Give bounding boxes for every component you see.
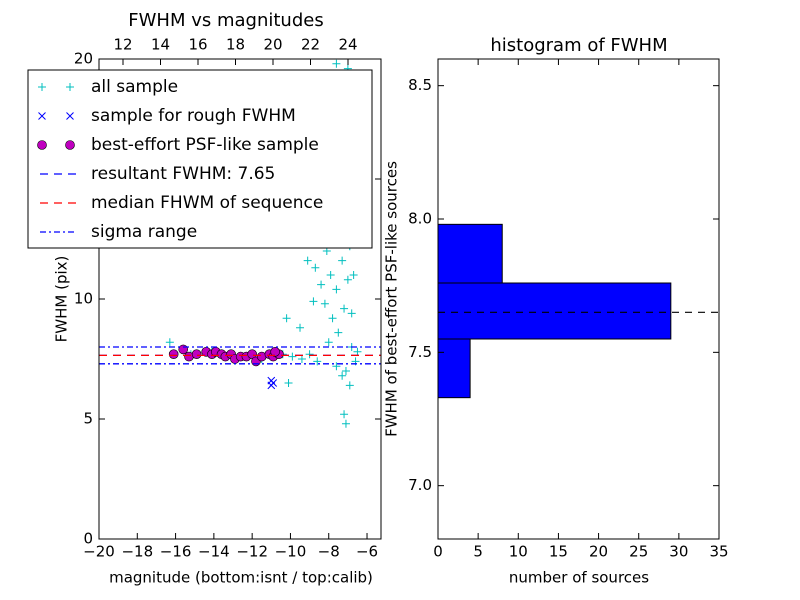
legend-swatch — [37, 140, 47, 150]
x-tick-label: 10 — [509, 543, 528, 561]
point — [270, 346, 280, 357]
plot-frame — [98, 58, 382, 540]
plot-area — [99, 59, 381, 428]
x-tick-label: −18 — [121, 543, 153, 561]
point — [313, 357, 322, 366]
plot-frame — [437, 58, 720, 540]
point — [338, 256, 347, 265]
point — [282, 314, 291, 323]
point — [296, 323, 305, 332]
point — [347, 309, 356, 318]
point — [338, 371, 347, 380]
x2-tick-label: 14 — [151, 36, 170, 54]
x-axis-label: number of sources — [509, 569, 649, 587]
point — [334, 328, 343, 337]
legend-label: median FHWM of sequence — [91, 193, 323, 213]
x2-tick-label: 16 — [188, 36, 207, 54]
point — [288, 352, 297, 361]
x-tick-label: 20 — [589, 543, 608, 561]
y-tick-label: 20 — [74, 50, 93, 68]
x-tick-label: −20 — [83, 543, 115, 561]
x2-tick-label: 22 — [301, 36, 320, 54]
point — [284, 379, 293, 387]
x-tick-label: 25 — [629, 543, 648, 561]
point — [341, 367, 350, 375]
y-tick-label: 5 — [83, 410, 93, 428]
point — [305, 350, 314, 359]
point — [317, 280, 326, 289]
point — [349, 271, 358, 279]
legend-label: best-effort PSF-like sample — [91, 135, 319, 155]
bar — [437, 223, 503, 284]
point — [269, 379, 278, 387]
point — [165, 338, 174, 347]
x-tick-label: 35 — [709, 543, 728, 561]
point — [309, 297, 318, 306]
point — [303, 256, 312, 265]
point — [328, 314, 337, 323]
point — [191, 349, 202, 360]
x2-tick-label: 24 — [338, 36, 357, 54]
point — [297, 355, 306, 363]
x-tick-label: −14 — [198, 543, 230, 561]
y-tick-label: 7.0 — [408, 476, 432, 494]
legend-frame — [27, 69, 373, 249]
legend-label: resultant FWHM: 7.65 — [91, 164, 275, 184]
bar — [437, 282, 672, 340]
x-tick-label: −8 — [318, 543, 340, 561]
chart-title: FWHM vs magnitudes — [128, 10, 323, 31]
point — [341, 419, 350, 428]
chart-title: histogram of FWHM — [490, 35, 667, 56]
legend: all sample sample for rough FWHM best-effo… — [27, 69, 373, 249]
x-tick-label: 15 — [549, 543, 568, 561]
point — [320, 299, 329, 308]
y-tick-label: 0 — [83, 530, 93, 548]
y-tick-label: 10 — [74, 290, 93, 308]
legend-label: all sample — [91, 77, 178, 97]
y-axis-label: FWHM of best-effort PSF-like sources — [383, 161, 401, 437]
x-tick-label: 0 — [433, 543, 443, 561]
legend-label: sample for rough FWHM — [91, 106, 296, 126]
x-tick-label: −10 — [275, 543, 307, 561]
point — [345, 381, 354, 390]
series-layer — [99, 59, 381, 428]
x2-tick-label: 18 — [226, 36, 245, 54]
legend-swatch — [66, 112, 74, 120]
x-axis-label: magnitude (bottom:isnt / top:calib) — [109, 569, 373, 587]
x2-tick-label: 12 — [113, 36, 132, 54]
point — [343, 275, 352, 284]
point — [332, 59, 341, 68]
point — [332, 362, 341, 371]
x2-tick-label: 20 — [263, 36, 282, 54]
point — [178, 344, 189, 355]
x-tick-label: −6 — [356, 543, 378, 561]
legend-swatch — [38, 83, 46, 91]
bar — [437, 338, 471, 399]
legend-label: sigma range — [91, 222, 197, 242]
point — [326, 271, 335, 279]
point — [340, 304, 349, 313]
y-tick-label: 7.5 — [408, 343, 432, 361]
x-tick-label: 5 — [473, 543, 483, 561]
y-tick-label: 8.0 — [408, 210, 432, 228]
y-axis-label: FWHM (pix) — [53, 256, 71, 343]
point — [340, 410, 349, 419]
point — [168, 349, 179, 360]
x-tick-label: −12 — [236, 543, 268, 561]
x-tick-label: −16 — [160, 543, 192, 561]
point — [332, 285, 341, 294]
legend-swatch — [65, 140, 75, 150]
point — [353, 347, 362, 356]
y-tick-label: 8.5 — [408, 76, 432, 94]
point — [311, 263, 320, 272]
legend-swatch — [66, 83, 74, 91]
x-tick-label: 30 — [669, 543, 688, 561]
legend-swatch — [38, 112, 46, 120]
point — [324, 338, 333, 347]
